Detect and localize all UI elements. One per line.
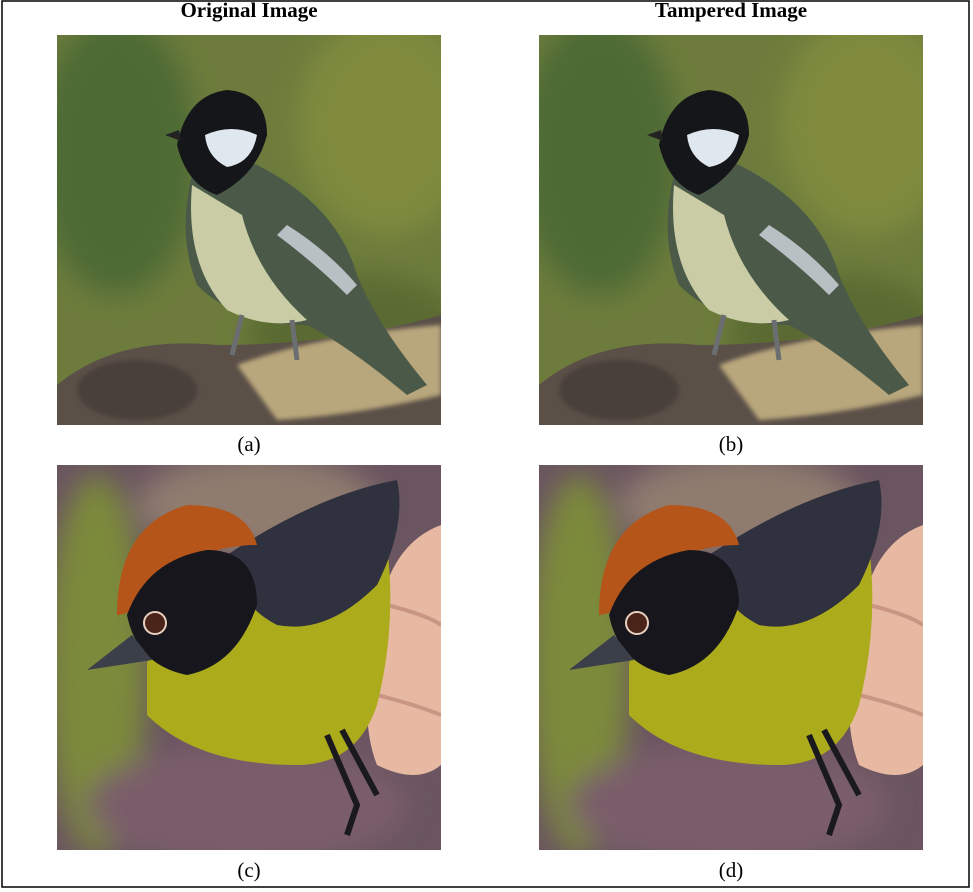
panel-label: (a) — [237, 432, 260, 456]
panel-label: (d) — [719, 858, 744, 882]
column-title: Tampered Image — [655, 0, 807, 22]
photo — [529, 455, 923, 865]
photo — [519, 15, 959, 425]
column-title: Original Image — [180, 0, 317, 22]
panel-label: (b) — [719, 432, 744, 456]
photo — [37, 15, 477, 425]
page: Original Image Tampered Image (a) (b) (c… — [0, 0, 973, 892]
photo — [47, 455, 441, 865]
panel-label: (c) — [237, 858, 260, 882]
figure: Original Image Tampered Image (a) (b) (c… — [0, 0, 973, 892]
